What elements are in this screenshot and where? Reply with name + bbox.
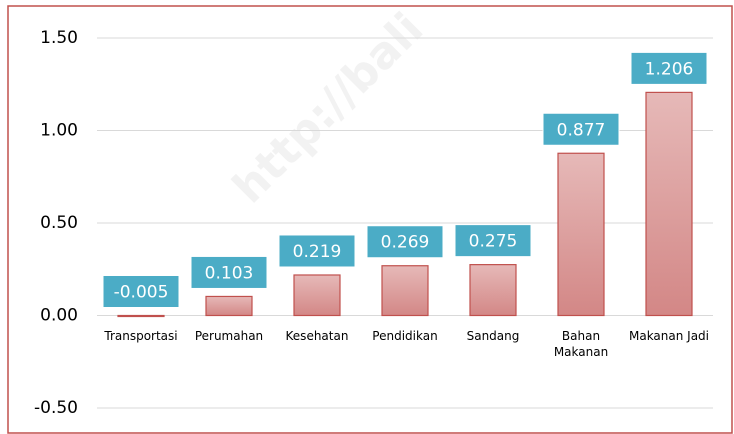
x-tick-label: Bahan Makanan: [553, 328, 609, 359]
data-label-box: [366, 225, 444, 259]
data-label-box: [190, 255, 268, 289]
bar: [381, 265, 429, 317]
y-tick-label: 1.00: [40, 121, 78, 141]
bar: [557, 152, 605, 317]
y-tick-label: -0.50: [34, 398, 78, 418]
bar: [205, 295, 253, 317]
data-label: 0.877: [557, 120, 606, 140]
x-tick-label: Kesehatan: [285, 328, 349, 343]
bar: [645, 91, 693, 317]
data-label-box: [542, 112, 620, 146]
x-tick-label: Perumahan: [194, 328, 264, 343]
data-label: 0.269: [381, 233, 430, 253]
data-label: 0.275: [469, 232, 518, 252]
bar: [117, 314, 165, 318]
bar: [469, 264, 517, 317]
data-label-box: [278, 234, 356, 268]
data-label: 1.206: [645, 59, 694, 79]
chart-frame: [7, 5, 733, 434]
y-tick-label: 1.50: [40, 28, 78, 48]
data-label: -0.005: [114, 283, 169, 303]
x-tick-label: Sandang: [466, 328, 520, 343]
x-tick-label: Pendidikan: [372, 328, 438, 343]
bar: [293, 274, 341, 317]
data-label-box: [454, 224, 532, 258]
watermark: http://bali: [223, 3, 433, 213]
y-tick-label: 0.00: [40, 306, 78, 326]
y-tick-label: 0.50: [40, 213, 78, 233]
data-label-box: [102, 275, 180, 308]
x-tick-label: Makanan Jadi: [628, 328, 710, 343]
x-tick-label: Transportasi: [104, 328, 178, 343]
data-label-box: [630, 51, 708, 85]
data-label: 0.219: [293, 242, 342, 262]
data-label: 0.103: [205, 263, 254, 283]
